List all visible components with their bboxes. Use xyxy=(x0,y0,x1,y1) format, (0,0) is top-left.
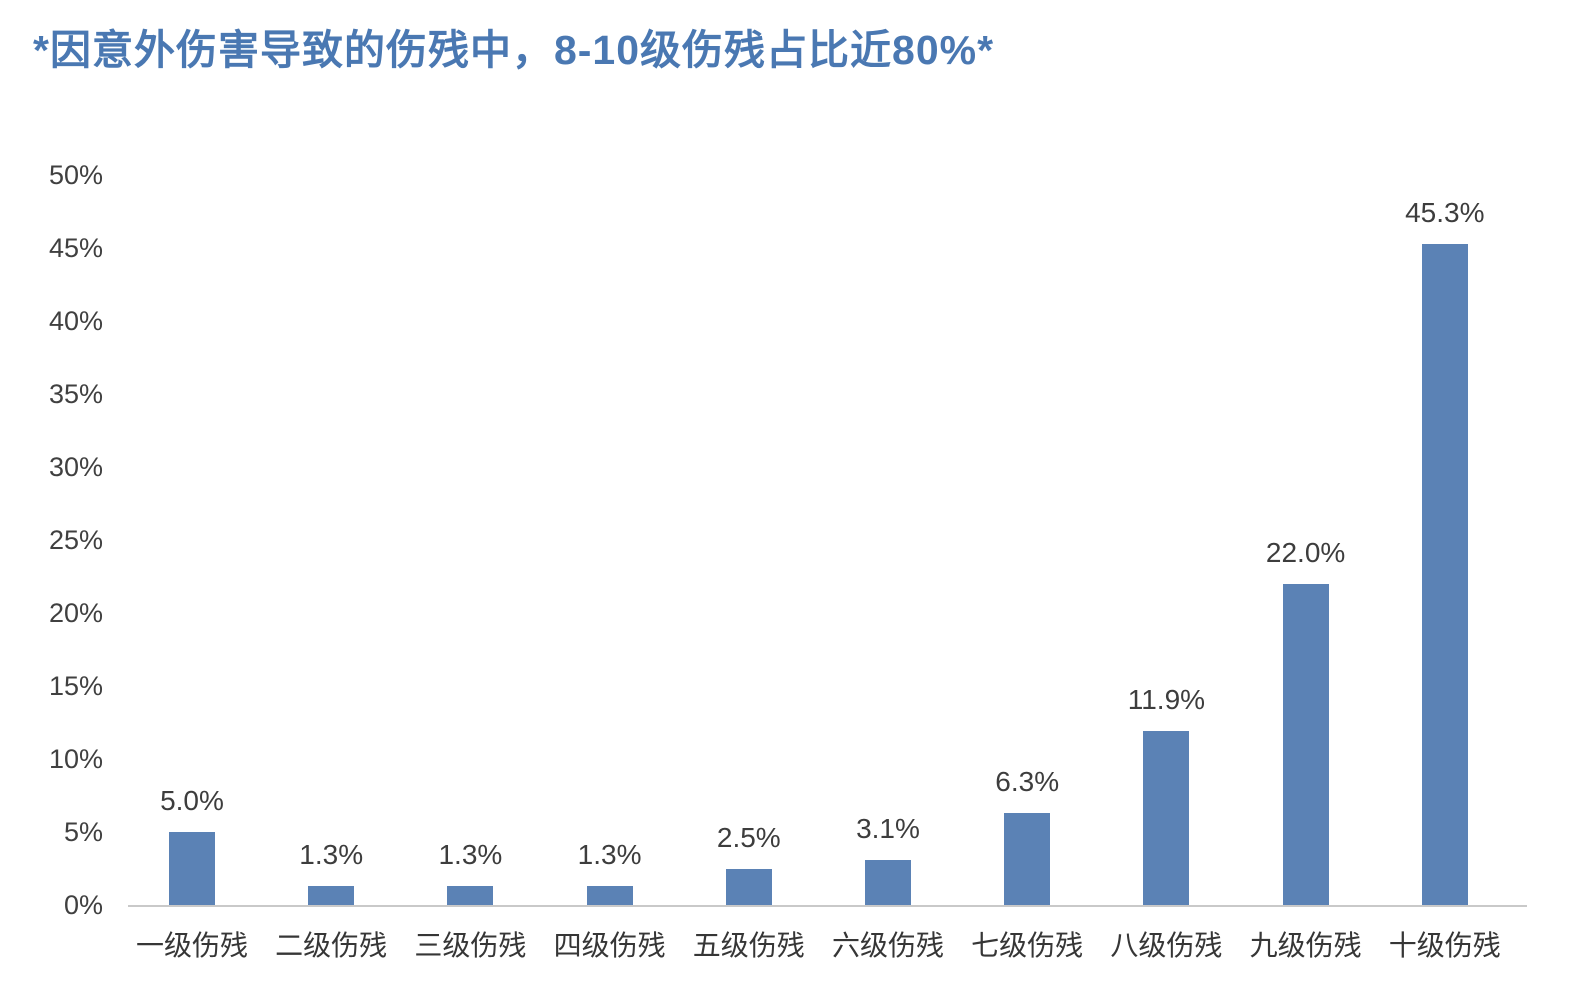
y-tick-label: 35% xyxy=(48,379,103,409)
x-tick-label: 四级伤残 xyxy=(553,930,666,961)
bar-value-label: 5.0% xyxy=(160,785,224,816)
bar-value-label: 1.3% xyxy=(577,839,642,871)
bar xyxy=(586,886,633,905)
bar-value-label: 45.3% xyxy=(1405,196,1485,228)
x-axis-line xyxy=(128,905,1527,907)
x-tick-label: 五级伤残 xyxy=(692,930,805,961)
y-tick-label: 10% xyxy=(48,744,103,774)
y-tick-label: 45% xyxy=(48,233,103,263)
y-tick-label: 30% xyxy=(48,452,103,482)
y-tick-label: 40% xyxy=(48,306,103,336)
x-tick-label: 九级伤残 xyxy=(1249,930,1362,961)
bar xyxy=(725,868,772,905)
x-tick-label: 六级伤残 xyxy=(831,930,944,961)
y-tick-label: 5% xyxy=(63,817,103,847)
x-tick-label: 十级伤残 xyxy=(1388,930,1501,961)
x-tick-label: 七级伤残 xyxy=(971,930,1084,961)
bar xyxy=(865,859,911,905)
y-tick-label: 25% xyxy=(48,525,103,555)
bar xyxy=(1282,583,1329,905)
y-tick-label: 50% xyxy=(48,160,103,190)
bar xyxy=(308,886,355,905)
bar-value-label: 1.3% xyxy=(299,839,364,871)
y-tick-label: 15% xyxy=(48,671,103,701)
x-tick-label: 八级伤残 xyxy=(1110,930,1223,961)
x-tick-label: 一级伤残 xyxy=(135,930,248,961)
bar-value-label: 1.3% xyxy=(438,839,503,871)
bar xyxy=(447,886,494,905)
bar-value-label: 22.0% xyxy=(1265,536,1346,568)
bar xyxy=(169,832,215,905)
bar xyxy=(1004,813,1051,905)
y-tick-label: 20% xyxy=(48,598,103,628)
bar-value-label: 11.9% xyxy=(1127,684,1206,716)
bar-value-label: 3.1% xyxy=(856,812,920,844)
bar-value-label: 2.5% xyxy=(716,821,781,853)
bar xyxy=(1143,731,1190,905)
bar xyxy=(1421,243,1468,905)
x-tick-label: 二级伤残 xyxy=(275,930,388,961)
bar-value-label: 6.3% xyxy=(995,766,1060,798)
chart-title: *因意外伤害导致的伤残中，8-10级伤残占比近80%* xyxy=(33,27,995,73)
y-tick-label: 0% xyxy=(63,890,103,920)
x-tick-label: 三级伤残 xyxy=(414,930,527,961)
